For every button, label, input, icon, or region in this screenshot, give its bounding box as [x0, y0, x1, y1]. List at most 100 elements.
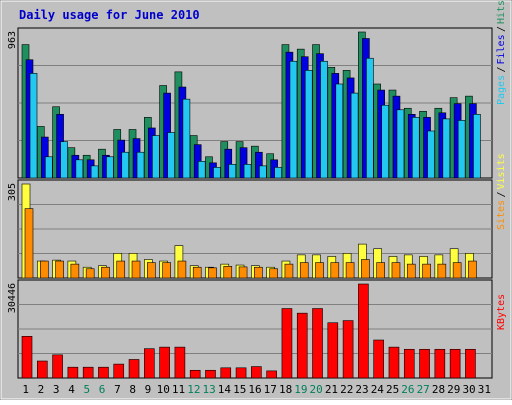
x-tick-label: 26 [401, 383, 414, 396]
x-tick-label: 5 [83, 383, 90, 396]
bar-sites-day-27 [422, 263, 431, 279]
bar-pages-day-4 [75, 159, 84, 179]
legend-label-visits: Visits [496, 153, 507, 189]
x-tick-label: 7 [114, 383, 121, 396]
x-tick-label: 14 [218, 383, 232, 396]
x-tick-label: 23 [355, 383, 368, 396]
bar-kbytes-day-23 [358, 283, 369, 379]
bar-sites-day-6 [101, 266, 110, 279]
legend-separator: / [496, 26, 507, 32]
bar-pages-day-25 [396, 109, 405, 179]
bar-sites-day-14 [223, 265, 233, 279]
bar-pages-day-17 [274, 167, 282, 179]
bar-sites-day-23 [361, 259, 370, 279]
bar-pages-day-18 [289, 60, 298, 179]
bar-files-day-14 [224, 148, 233, 179]
x-tick-label: 31 [478, 383, 491, 396]
bar-pages-day-13 [213, 167, 221, 179]
bar-kbytes-day-27 [419, 348, 430, 379]
legend-separator: / [496, 191, 507, 197]
bar-sites-day-29 [452, 262, 462, 279]
max-label-visits: 305 [7, 183, 18, 201]
x-tick-label: 22 [340, 383, 353, 396]
x-tick-label: 4 [68, 383, 75, 396]
x-tick-label: 24 [371, 383, 385, 396]
bar-sites-day-11 [177, 260, 187, 279]
chart-title: Daily usage for June 2010 [19, 8, 200, 22]
bar-kbytes-day-21 [327, 322, 339, 379]
x-tick-label: 30 [462, 383, 475, 396]
bar-pages-day-9 [152, 135, 160, 179]
bar-pages-day-7 [121, 151, 130, 179]
bar-pages-day-6 [106, 156, 114, 179]
bar-sites-day-2 [39, 260, 49, 279]
bar-pages-day-10 [167, 132, 175, 179]
bar-kbytes-day-11 [174, 346, 186, 379]
bar-pages-day-15 [243, 164, 252, 179]
bar-sites-day-24 [376, 262, 385, 279]
max-label-kbytes: 30446 [7, 283, 18, 313]
legend-label-files: Files [496, 34, 507, 64]
panel-hits: 963 Pages / Files / Hits [7, 0, 507, 179]
bar-pages-day-22 [350, 92, 359, 179]
bar-pages-day-24 [381, 104, 389, 179]
max-label-hits: 963 [7, 31, 18, 49]
x-tick-label: 18 [279, 383, 292, 396]
bar-pages-day-20 [320, 60, 328, 179]
x-tick-label: 29 [447, 383, 460, 396]
bar-kbytes-day-19 [296, 312, 308, 379]
x-tick-label: 10 [157, 383, 170, 396]
bar-kbytes-day-29 [449, 348, 461, 379]
bar-files-day-16 [255, 151, 263, 179]
bar-sites-day-16 [254, 266, 263, 279]
x-tick-label: 8 [129, 383, 136, 396]
x-tick-label: 21 [325, 383, 338, 396]
bar-sites-day-25 [391, 262, 401, 279]
bar-kbytes-day-26 [403, 348, 415, 379]
legend-separator: / [496, 66, 507, 72]
bar-kbytes-day-17 [266, 370, 277, 379]
bar-pages-day-28 [442, 118, 451, 179]
bar-pages-day-23 [366, 57, 374, 179]
bar-sites-day-4 [70, 263, 80, 279]
x-tick-label: 25 [386, 383, 399, 396]
bar-kbytes-day-15 [235, 367, 247, 379]
panel-visits: 305 Sites / Visits [7, 153, 507, 279]
bar-sites-day-21 [330, 262, 340, 279]
x-tick-label: 6 [99, 383, 106, 396]
bar-sites-day-15 [238, 266, 248, 279]
bar-kbytes-day-20 [312, 308, 323, 379]
bar-kbytes-day-18 [281, 308, 293, 379]
x-tick-label: 9 [145, 383, 152, 396]
x-tick-label: 15 [233, 383, 246, 396]
x-tick-label: 27 [417, 383, 430, 396]
bar-sites-day-19 [299, 262, 309, 279]
bar-sites-day-8 [131, 260, 141, 279]
bar-pages-day-26 [411, 117, 420, 179]
x-tick-label: 3 [53, 383, 60, 396]
bar-kbytes-day-16 [251, 366, 262, 379]
legend-label-sites: Sites [496, 200, 507, 230]
bar-pages-day-1 [29, 73, 38, 179]
bar-pages-day-30 [473, 114, 481, 179]
legend-label-pages: Pages [496, 75, 507, 105]
bar-pages-day-21 [335, 83, 344, 179]
bar-kbytes-day-9 [144, 348, 155, 379]
bar-sites-day-12 [192, 266, 202, 279]
bar-pages-day-5 [90, 165, 99, 179]
bar-sites-day-20 [315, 262, 324, 279]
bar-sites-day-22 [345, 262, 355, 279]
bar-sites-day-17 [269, 268, 278, 279]
bar-kbytes-day-7 [113, 363, 125, 379]
bar-kbytes-day-12 [189, 369, 201, 379]
x-tick-label: 1 [22, 383, 29, 396]
bar-sites-day-28 [437, 263, 447, 279]
chart-panels: 963 Pages / Files / Hits 305 Sites / Visits 30446 K… [7, 0, 507, 379]
bar-sites-day-26 [406, 263, 416, 279]
bar-pages-day-14 [228, 164, 237, 179]
x-tick-label: 20 [310, 383, 323, 396]
bar-kbytes-day-25 [388, 346, 400, 379]
